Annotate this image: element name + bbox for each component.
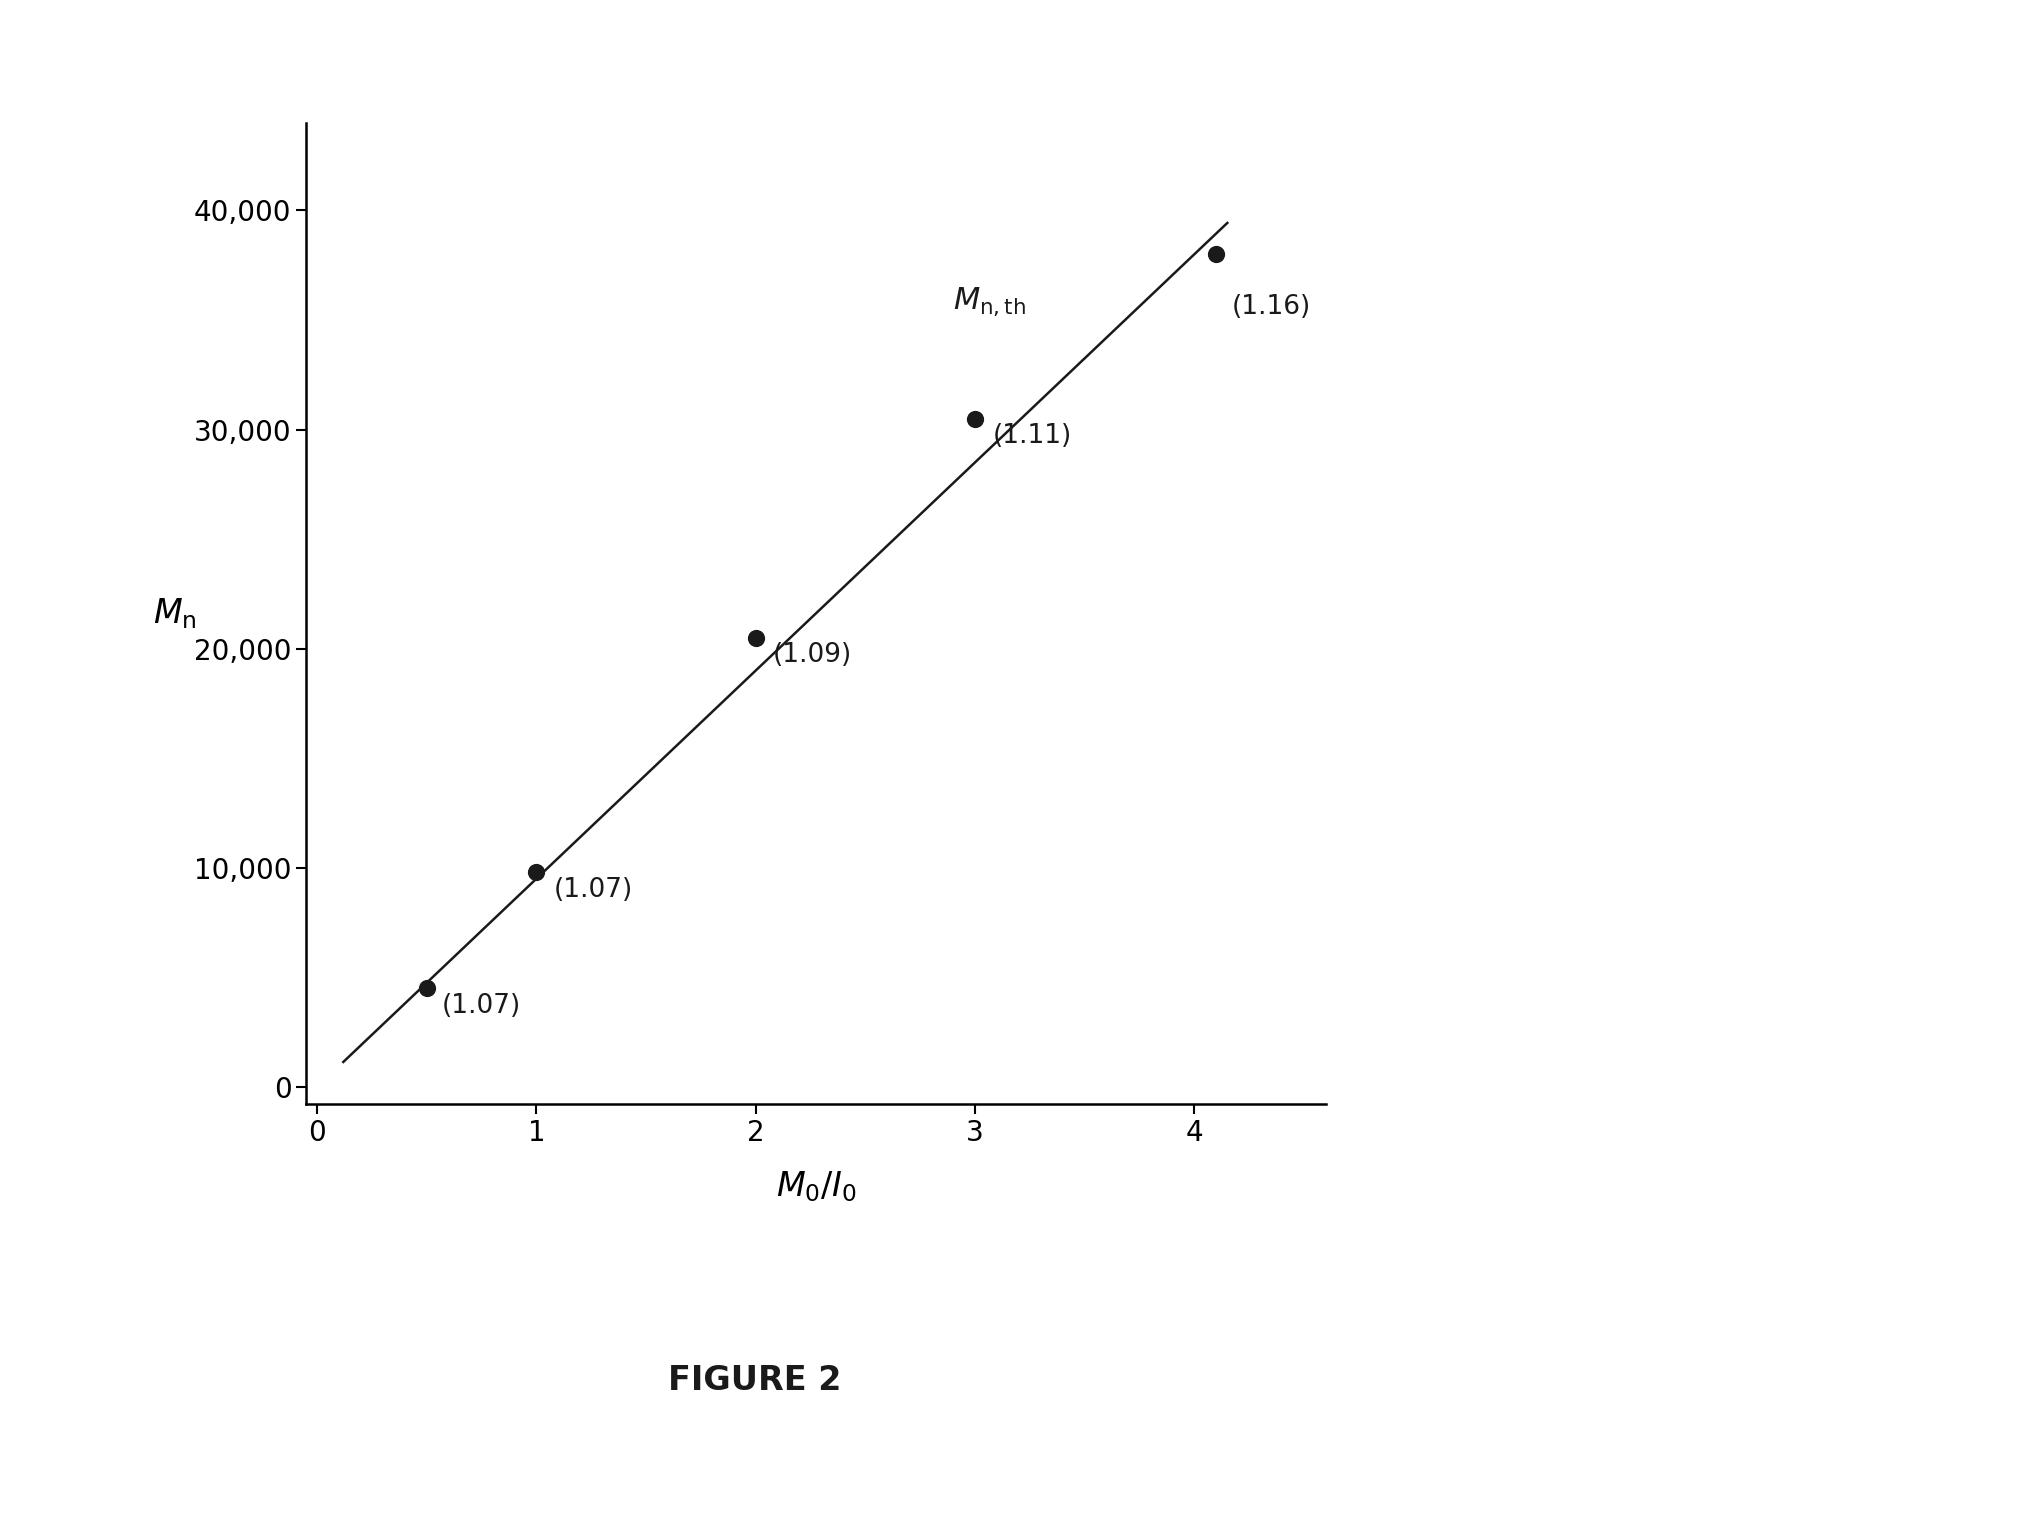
- Point: [1199, 242, 1232, 267]
- Text: FIGURE 2: FIGURE 2: [669, 1364, 840, 1397]
- Text: $\mathit{M}_{\mathrm{n,th}}$: $\mathit{M}_{\mathrm{n,th}}$: [952, 285, 1026, 318]
- Text: (1.16): (1.16): [1232, 293, 1311, 319]
- Point: [410, 976, 442, 1000]
- Text: (1.07): (1.07): [442, 992, 522, 1019]
- Point: [738, 626, 771, 650]
- Point: [958, 407, 991, 431]
- Y-axis label: $\mathit{M}_{\mathrm{n}}$: $\mathit{M}_{\mathrm{n}}$: [153, 597, 196, 630]
- Text: (1.07): (1.07): [555, 876, 632, 902]
- X-axis label: $\mathit{M}_{0}\mathit{/I}_{0}$: $\mathit{M}_{0}\mathit{/I}_{0}$: [775, 1169, 856, 1204]
- Text: (1.09): (1.09): [773, 643, 852, 669]
- Text: (1.11): (1.11): [993, 423, 1070, 449]
- Point: [520, 861, 553, 885]
